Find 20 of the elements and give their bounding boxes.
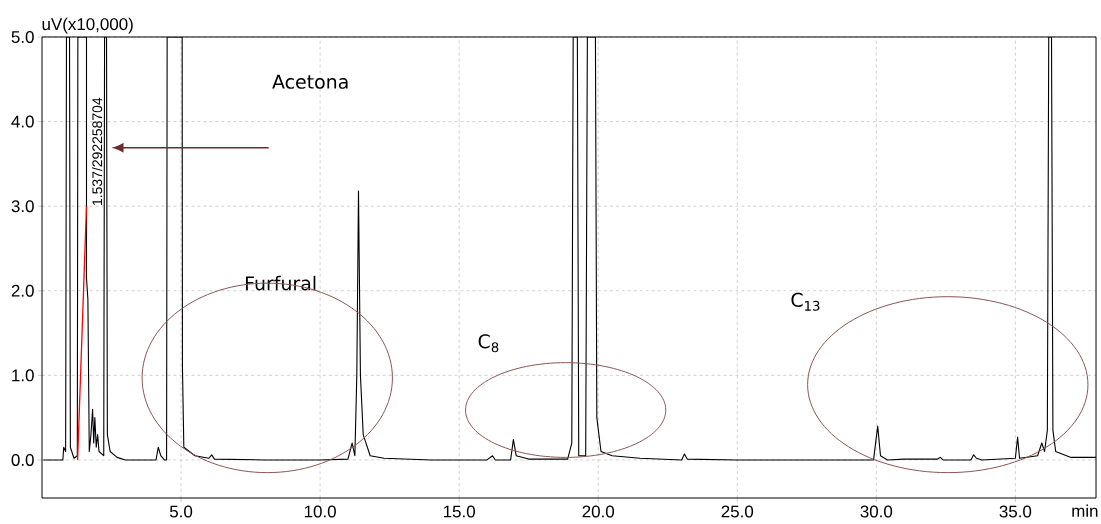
y-tick-label: 0.0 <box>11 453 34 466</box>
annotation: C$_{13}$ <box>791 292 820 311</box>
y-tick-label: 4.0 <box>11 115 34 128</box>
annotation: 1.537/292258704 <box>91 97 103 205</box>
annotation: Acetona <box>272 74 348 89</box>
annotation: Furfural <box>246 275 316 291</box>
x-tick-label: 10.0 <box>304 505 336 518</box>
y-tick-label: 5.0 <box>11 31 34 43</box>
x-tick-label: 25.0 <box>721 505 754 518</box>
x-tick-label: 35.0 <box>999 505 1032 518</box>
y-tick-label: 1.0 <box>12 369 34 382</box>
x-tick-label: 20.0 <box>582 505 615 518</box>
x-axis-title: min <box>1072 504 1098 517</box>
y-axis-title: uV(x10,000) <box>42 17 133 34</box>
x-tick-label: 5.0 <box>169 505 193 518</box>
annotation: C$_{8}$ <box>478 334 499 353</box>
y-tick-label: 2.0 <box>11 284 34 297</box>
x-tick-label: 30.0 <box>860 505 893 518</box>
x-tick-label: 15.0 <box>443 505 475 518</box>
y-tick-label: 3.0 <box>11 200 34 213</box>
